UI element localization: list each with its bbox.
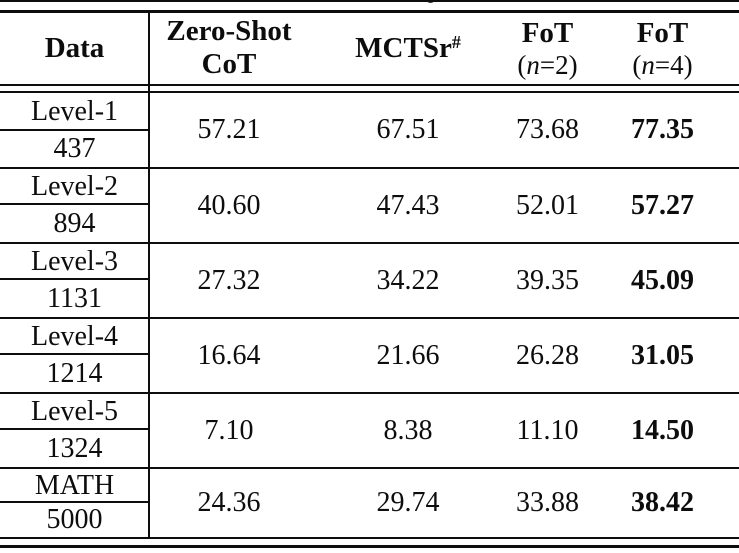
header-zero-shot-line2: CoT <box>201 48 257 80</box>
cline-math <box>0 501 150 503</box>
value-fot-n4: 31.05 <box>631 339 694 371</box>
value-mctsr: 8.38 <box>383 414 433 446</box>
count-label: 5000 <box>46 504 103 535</box>
data-cell-level-4: Level-4 1214 <box>0 319 149 392</box>
rule-top-inner <box>0 10 739 13</box>
data-cell-level-3: Level-3 1131 <box>0 244 149 317</box>
value-zero-shot-cot: 7.10 <box>204 414 254 446</box>
header-mctsr-label: MCTSr# <box>355 31 461 64</box>
header-fot-n4-label: FoT <box>636 16 689 49</box>
rule-row-separator-1 <box>0 167 739 169</box>
rule-header-double-1 <box>0 84 739 86</box>
count-label: 437 <box>53 132 96 164</box>
level-label: MATH <box>34 470 115 501</box>
count-label: 1214 <box>46 357 103 389</box>
data-cell-level-2: Level-2 894 <box>0 169 149 242</box>
header-fot-n4-sub: (n=4) <box>632 49 693 80</box>
value-fot-n2: 73.68 <box>516 114 579 145</box>
data-cell-level-5: Level-5 1324 <box>0 394 149 467</box>
table-row-level-4: Level-4 1214 16.64 21.66 26.28 31.05 <box>0 319 739 392</box>
rule-header-double-2 <box>0 91 739 93</box>
value-fot-n2: 11.10 <box>516 414 579 446</box>
header-fot-n2-sub: (n=2) <box>517 49 578 80</box>
level-label: Level-4 <box>30 321 119 353</box>
value-fot-n2: 33.88 <box>516 487 579 518</box>
value-mctsr: 34.22 <box>376 264 440 296</box>
data-cell-level-1: Level-1 437 <box>0 93 149 167</box>
data-cell-math: MATH 5000 <box>0 469 149 537</box>
header-cell-data: Data <box>0 12 149 84</box>
cline-level-1 <box>0 129 150 131</box>
cline-level-4 <box>0 353 150 355</box>
level-label: Level-1 <box>30 95 119 127</box>
rule-bottom-double-2 <box>0 545 739 548</box>
rule-row-separator-2 <box>0 242 739 244</box>
value-mctsr: 21.66 <box>376 339 440 371</box>
value-mctsr: 47.43 <box>376 189 440 221</box>
cline-level-2 <box>0 203 150 205</box>
value-fot-n2: 39.35 <box>516 264 579 296</box>
table-header-row: Data Zero-Shot CoT MCTSr# FoT (n=2) FoT … <box>0 12 739 84</box>
header-cell-mctsr: MCTSr# <box>309 12 495 84</box>
value-fot-n4: 14.50 <box>631 414 694 446</box>
table-row-level-2: Level-2 894 40.60 47.43 52.01 57.27 <box>0 169 739 242</box>
cline-level-5 <box>0 428 150 430</box>
header-cell-fot-n4: FoT (n=4) <box>600 12 739 84</box>
value-fot-n4: 38.42 <box>631 487 694 518</box>
rule-top-outer <box>0 0 739 2</box>
value-zero-shot-cot: 57.21 <box>197 114 261 145</box>
count-label: 1324 <box>46 432 103 464</box>
value-fot-n2: 26.28 <box>516 339 579 371</box>
value-fot-n2: 52.01 <box>516 189 579 221</box>
value-mctsr: 67.51 <box>376 114 440 145</box>
count-label: 894 <box>53 207 96 239</box>
table-row-level-3: Level-3 1131 27.32 34.22 39.35 45.09 <box>0 244 739 317</box>
value-zero-shot-cot: 24.36 <box>197 487 261 518</box>
value-zero-shot-cot: 16.64 <box>197 339 261 371</box>
rule-row-separator-4 <box>0 392 739 394</box>
value-fot-n4: 45.09 <box>631 264 694 296</box>
rule-bottom-double-1 <box>0 537 739 539</box>
level-label: Level-5 <box>30 396 119 428</box>
value-zero-shot-cot: 27.32 <box>197 264 261 296</box>
count-label: 1131 <box>47 282 102 314</box>
rule-row-separator-5 <box>0 467 739 469</box>
mctsr-superscript: # <box>451 31 461 52</box>
value-mctsr: 29.74 <box>376 487 440 518</box>
value-zero-shot-cot: 40.60 <box>197 189 261 221</box>
table-row-math: MATH 5000 24.36 29.74 33.88 38.42 <box>0 469 739 537</box>
rule-row-separator-3 <box>0 317 739 319</box>
header-cell-zero-shot-cot: Zero-Shot CoT <box>149 12 309 84</box>
level-label: Level-2 <box>30 171 119 203</box>
cline-level-3 <box>0 278 150 280</box>
header-data-label: Data <box>44 31 105 64</box>
table-row-level-5: Level-5 1324 7.10 8.38 11.10 14.50 <box>0 394 739 467</box>
header-fot-n2-label: FoT <box>521 16 574 49</box>
table-row-level-1: Level-1 437 57.21 67.51 73.68 77.35 <box>0 93 739 167</box>
rule-vertical-data-column <box>148 12 150 539</box>
value-fot-n4: 77.35 <box>631 114 694 145</box>
header-cell-fot-n2: FoT (n=2) <box>495 12 600 84</box>
header-zero-shot-line1: Zero-Shot <box>166 15 292 47</box>
level-label: Level-3 <box>30 246 119 278</box>
value-fot-n4: 57.27 <box>631 189 694 221</box>
